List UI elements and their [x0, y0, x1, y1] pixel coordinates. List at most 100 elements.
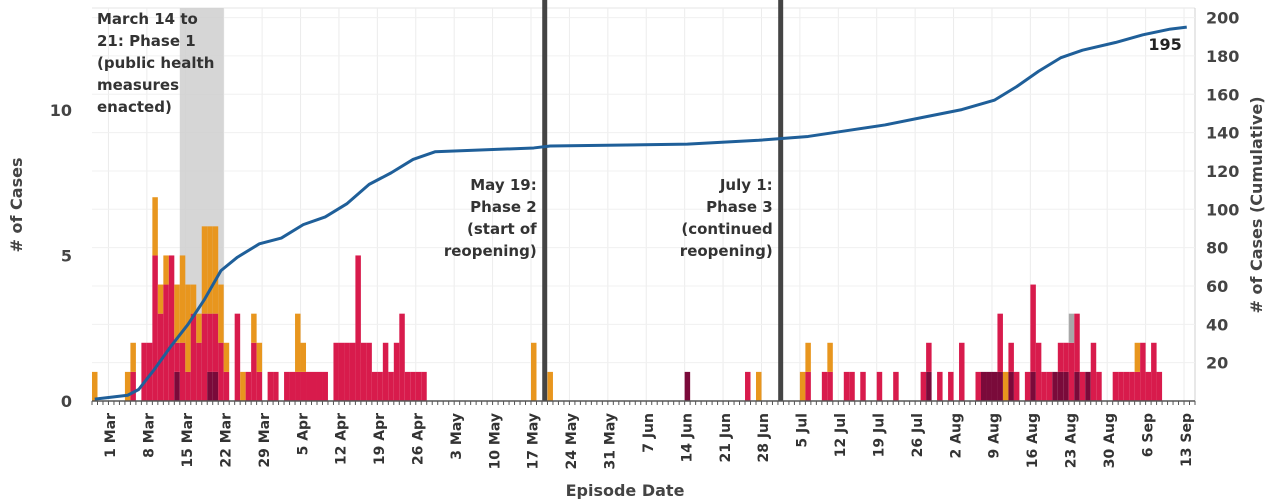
x-tick-label: 24 May [564, 413, 580, 469]
case-bar [959, 342, 965, 401]
case-bar [745, 371, 751, 401]
case-bar [212, 313, 219, 372]
x-tick-label: 19 Jul [871, 413, 887, 457]
case-bar [849, 371, 855, 401]
case-bar [1068, 342, 1075, 401]
case-bar [157, 313, 164, 401]
case-bar [388, 371, 394, 401]
x-tick-label: 26 Apr [411, 413, 427, 465]
case-bar-dark [986, 371, 992, 401]
x-tick-label: 19 Apr [372, 413, 388, 465]
case-bar-orange [179, 255, 186, 343]
right-y-tick-label: 120 [1206, 162, 1239, 181]
left-y-tick-label: 0 [61, 392, 72, 411]
case-bar [223, 371, 230, 401]
labels: May 19: Phase 2 (start of reopening) July 1:… [7, 9, 1266, 499]
phase1-annotation-line: enacted) [97, 98, 172, 116]
x-tick-label: 15 Mar [180, 413, 196, 468]
case-bar [306, 371, 312, 401]
case-bar [410, 371, 416, 401]
case-bar [146, 342, 153, 401]
case-bar [300, 371, 307, 401]
x-tick-label: 12 Apr [334, 413, 350, 465]
case-bar-dark [991, 371, 998, 401]
case-bar [366, 342, 372, 401]
case-bar-orange [152, 197, 158, 256]
case-bar-dark [1052, 371, 1058, 401]
case-bar [1123, 371, 1130, 401]
x-tick-label: 9 Aug [987, 413, 1003, 458]
case-bar [284, 371, 290, 401]
daily-case-bars [92, 197, 1163, 401]
case-bar-orange [251, 313, 257, 343]
case-bar-dark [1030, 371, 1036, 401]
right-y-tick-label: 180 [1206, 47, 1239, 66]
case-bar [130, 371, 136, 401]
phase-annotation-line: reopening) [444, 242, 537, 260]
case-bar [1145, 371, 1152, 401]
case-bar [1030, 284, 1036, 372]
case-bar-orange [163, 255, 169, 285]
case-bar [1156, 371, 1163, 401]
case-bar [975, 371, 981, 401]
case-bar [1024, 371, 1031, 401]
case-bar [1090, 342, 1097, 401]
case-bar-orange [805, 342, 811, 372]
x-tick-label: 17 May [526, 413, 542, 469]
case-bar [1008, 342, 1014, 372]
case-bar [1096, 371, 1102, 401]
case-bar-orange [130, 342, 136, 372]
case-bar [344, 342, 350, 401]
gridlines [92, 7, 1196, 401]
case-bar-orange [547, 371, 553, 401]
case-bar-orange [185, 284, 191, 372]
case-bar [1112, 371, 1119, 401]
phase-annotation-line: May 19: [470, 176, 536, 194]
case-bar [1013, 371, 1020, 401]
case-bar [1118, 371, 1124, 401]
x-tick-label: 21 Jun [718, 413, 734, 463]
case-bar-dark [212, 371, 219, 401]
x-tick-label: 12 Jul [833, 413, 849, 457]
case-bar-orange [295, 313, 301, 372]
x-tick-label: 7 Jun [641, 413, 657, 453]
case-bar-orange [256, 342, 263, 372]
case-bar [1035, 342, 1042, 401]
left-axis-title: # of Cases [7, 158, 26, 253]
x-tick-label: 5 Apr [295, 413, 311, 455]
case-bar [821, 371, 828, 401]
left-y-tick-label: 5 [61, 246, 72, 265]
right-y-tick-label: 60 [1206, 277, 1228, 296]
case-bar-dark [980, 371, 987, 401]
phase-annotation-line: (continued [681, 220, 772, 238]
phase-annotation-line: Phase 2 [470, 198, 537, 216]
case-bar [1151, 342, 1157, 401]
case-bar [1041, 371, 1047, 401]
x-tick-label: 6 Sep [1140, 413, 1156, 457]
right-y-tick-label: 140 [1206, 124, 1239, 143]
case-bar-orange [207, 226, 213, 314]
case-bar [185, 371, 191, 401]
case-bar [805, 371, 811, 401]
case-bar [256, 371, 263, 401]
case-bar [1074, 313, 1080, 372]
case-bar-orange [201, 226, 208, 314]
case-bar [393, 342, 400, 401]
axes [91, 400, 1196, 405]
case-bar-orange [827, 342, 833, 372]
case-bar [234, 313, 241, 401]
case-bar [404, 371, 411, 401]
case-bar [163, 284, 169, 401]
case-bar-dark [1085, 371, 1091, 401]
case-bar [355, 255, 361, 401]
case-bar-dark [174, 371, 180, 401]
case-bar [1140, 342, 1146, 401]
phase1-annotation-line: 21: Phase 1 [97, 32, 196, 50]
phase-annotation-line: Phase 3 [706, 198, 773, 216]
case-bar [245, 371, 252, 401]
case-bar-dark [926, 371, 932, 401]
case-bar-dark [207, 371, 213, 401]
right-axis-title: # of Cases (Cumulative) [1247, 96, 1266, 313]
case-bar [179, 342, 186, 401]
